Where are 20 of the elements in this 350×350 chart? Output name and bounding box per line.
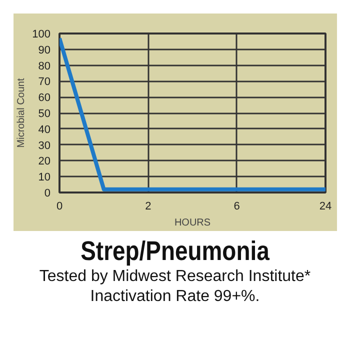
text: Inactivation Rate 99+%. (90, 288, 260, 305)
x-tick-label: 24 (319, 200, 332, 212)
y-tick-label: 80 (38, 60, 51, 72)
x-tick-label: 6 (234, 200, 240, 212)
y-tick-label: 90 (38, 44, 51, 56)
y-tick-label: 0 (44, 188, 51, 200)
y-tick-label: 50 (38, 108, 51, 120)
y-tick-label: 60 (38, 92, 51, 104)
y-tick-label: 100 (32, 28, 51, 40)
y-tick-label: 30 (38, 140, 51, 152)
y-tick-label: 10 (38, 172, 51, 184)
x-tick-label: 2 (145, 200, 152, 212)
y-tick-label: 40 (38, 124, 51, 136)
y-tick-label: 70 (38, 76, 51, 88)
text: Tested by Midwest Research Institute* (39, 268, 311, 285)
y-axis-title: Microbial Count (16, 78, 28, 148)
text: Strep/Pneumonia (80, 235, 270, 267)
x-tick-label: 0 (56, 200, 63, 212)
x-axis-title: HOURS (174, 218, 211, 228)
y-tick-label: 20 (38, 156, 51, 168)
